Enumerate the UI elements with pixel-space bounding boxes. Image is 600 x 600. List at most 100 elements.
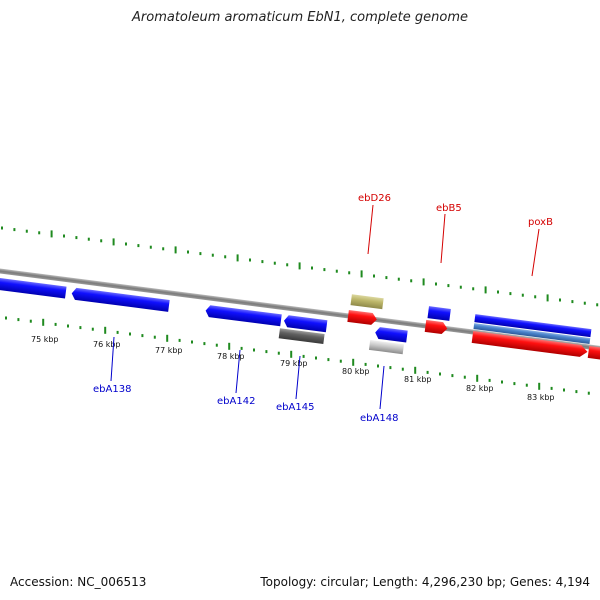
minor-tick — [54, 322, 57, 326]
minor-tick — [87, 237, 90, 241]
minor-tick — [509, 292, 512, 296]
minor-tick — [277, 351, 280, 355]
minor-tick — [389, 366, 392, 370]
major-tick — [42, 318, 45, 326]
label-connector — [235, 349, 241, 394]
major-tick — [476, 374, 479, 382]
gene-reverse[interactable] — [374, 327, 408, 343]
gene-reverse[interactable] — [205, 305, 282, 327]
major-tick — [228, 342, 231, 350]
major-tick — [174, 246, 177, 254]
minor-tick — [129, 332, 131, 336]
minor-tick — [253, 348, 255, 352]
minor-tick — [38, 231, 41, 235]
minor-tick — [79, 326, 82, 330]
minor-tick — [559, 298, 561, 302]
minor-tick — [224, 255, 227, 259]
scale-label: 82 kbp — [466, 384, 494, 393]
reverse-gene-labels: ebA138 ebA142 ebA145 ebA148 — [93, 336, 398, 424]
minor-tick — [373, 274, 375, 278]
minor-tick — [501, 380, 503, 384]
minor-tick — [401, 367, 404, 371]
gene-pseudo[interactable] — [278, 328, 325, 344]
minor-tick — [587, 391, 590, 395]
minor-tick — [377, 364, 379, 368]
gene-label[interactable]: poxB — [528, 217, 553, 228]
minor-tick — [261, 260, 264, 264]
minor-tick — [187, 250, 189, 254]
minor-tick — [459, 285, 462, 289]
major-tick — [298, 262, 301, 270]
minor-tick — [29, 319, 32, 323]
minor-tick — [435, 282, 437, 286]
minor-tick — [162, 247, 165, 251]
minor-tick — [100, 239, 103, 243]
minor-tick — [141, 334, 144, 338]
minor-tick — [451, 374, 454, 378]
gene-reverse[interactable] — [283, 315, 328, 333]
gene-label[interactable]: ebD26 — [358, 193, 391, 204]
minor-tick — [335, 269, 338, 273]
gene-misc[interactable] — [350, 294, 384, 310]
minor-tick — [199, 252, 202, 256]
label-connector — [295, 355, 301, 400]
gene-forward[interactable] — [424, 319, 448, 335]
minor-tick — [67, 324, 69, 328]
gene-reverse[interactable] — [474, 314, 592, 338]
minor-tick — [447, 284, 450, 288]
minor-tick — [571, 300, 574, 304]
major-tick — [546, 294, 549, 302]
minor-tick — [249, 258, 251, 262]
minor-tick — [323, 268, 326, 272]
gene-label[interactable]: ebA148 — [360, 413, 398, 424]
accession-label: Accession: NC_006513 — [10, 575, 147, 589]
minor-tick — [397, 277, 400, 281]
major-tick — [104, 326, 107, 334]
minor-tick — [75, 236, 78, 240]
label-connector — [440, 213, 446, 264]
gene-forward[interactable] — [587, 345, 600, 364]
minor-tick — [525, 383, 528, 387]
forward-gene-labels: ebD26 ebB5 poxB — [358, 193, 553, 277]
gene-misc-feature[interactable] — [473, 323, 591, 345]
gene-reverse[interactable] — [0, 277, 67, 299]
minor-tick — [1, 226, 3, 230]
major-tick — [352, 358, 355, 366]
major-tick — [484, 286, 487, 294]
gene-forward[interactable] — [471, 331, 589, 358]
gene-reverse[interactable] — [71, 287, 170, 312]
minor-tick — [63, 234, 65, 238]
outer-tick-track — [1, 226, 599, 307]
gene-forward[interactable] — [347, 309, 377, 326]
major-tick — [414, 366, 417, 374]
minor-tick — [439, 372, 441, 376]
gene-label[interactable]: ebB5 — [436, 203, 462, 214]
gene-rna[interactable] — [368, 339, 404, 355]
minor-tick — [273, 261, 276, 265]
scale-label: 81 kbp — [404, 375, 432, 384]
label-connector — [110, 336, 115, 382]
minor-tick — [91, 327, 94, 331]
minor-tick — [302, 354, 305, 358]
minor-tick — [315, 356, 317, 360]
minor-tick — [265, 350, 268, 354]
gene-label[interactable]: ebA138 — [93, 384, 131, 395]
scale-label: 77 kbp — [155, 346, 183, 355]
minor-tick — [153, 335, 156, 339]
genome-summary: Topology: circular; Length: 4,296,230 bp… — [260, 575, 590, 589]
scale-label: 80 kbp — [342, 367, 370, 376]
gene-label[interactable]: ebA145 — [276, 402, 314, 413]
minor-tick — [311, 266, 313, 270]
minor-tick — [17, 318, 20, 322]
major-tick — [166, 334, 169, 342]
major-tick — [50, 230, 53, 238]
minor-tick — [13, 228, 16, 232]
minor-tick — [339, 359, 342, 363]
minor-tick — [25, 229, 28, 233]
gene-label[interactable]: ebA142 — [217, 396, 255, 407]
label-connector — [531, 228, 540, 277]
minor-tick — [488, 378, 491, 382]
gene-reverse[interactable] — [427, 306, 451, 321]
minor-tick — [203, 342, 206, 346]
genome-backbone — [0, 267, 600, 355]
